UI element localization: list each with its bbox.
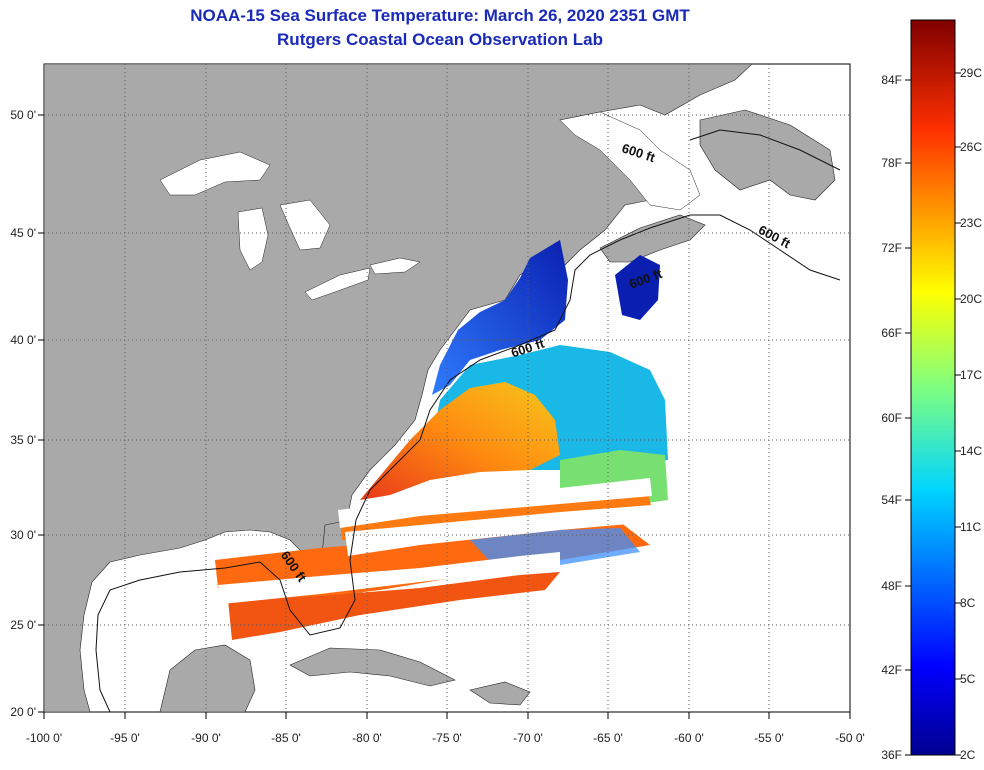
lon-label: -95 0'	[110, 731, 140, 745]
lake-ontario	[369, 257, 421, 275]
lat-label: 45 0'	[10, 226, 36, 240]
colorbar-c-label: 5C	[960, 672, 976, 686]
lat-label: 30 0'	[10, 528, 36, 542]
lon-label: -70 0'	[513, 731, 543, 745]
nodata-stripe-2	[345, 505, 652, 556]
map-subtitle: Rutgers Coastal Ocean Observation Lab	[277, 30, 603, 49]
colorbar-celsius-labels: 29C 26C 23C 20C 17C 14C 11C 8C 5C 2C	[955, 66, 982, 762]
colorbar-f-label: 60F	[881, 411, 902, 425]
colorbar-f-label: 48F	[881, 579, 902, 593]
sst-gulf-stream	[360, 382, 560, 500]
map-title: NOAA-15 Sea Surface Temperature: March 2…	[190, 6, 690, 25]
lat-label: 40 0'	[10, 333, 36, 347]
sst-swath-bottom	[228, 572, 560, 640]
lon-label: -50 0'	[835, 731, 865, 745]
lon-label: -80 0'	[352, 731, 382, 745]
lat-label: 50 0'	[10, 108, 36, 122]
lake-huron	[279, 199, 331, 251]
land-nova-scotia	[599, 214, 706, 263]
colorbar-f-label: 42F	[881, 663, 902, 677]
lat-label: 35 0'	[10, 433, 36, 447]
colorbar-c-label: 23C	[960, 216, 982, 230]
lon-label: -60 0'	[674, 731, 704, 745]
colorbar	[910, 19, 956, 756]
colorbar-f-label: 54F	[881, 493, 902, 507]
nodata-stripe-1	[338, 478, 652, 528]
graticule	[44, 64, 850, 712]
colorbar-c-label: 26C	[960, 140, 982, 154]
colorbar-c-label: 8C	[960, 596, 976, 610]
isobath-atlantic	[349, 214, 841, 601]
lat-label: 20 0'	[10, 705, 36, 719]
land-newfoundland	[699, 109, 836, 201]
lon-label: -100 0'	[26, 731, 62, 745]
lon-label: -75 0'	[432, 731, 462, 745]
colorbar-f-label: 66F	[881, 326, 902, 340]
lon-label: -65 0'	[593, 731, 623, 745]
sst-cold-scotian	[615, 255, 660, 320]
sst-cold-shelf	[432, 240, 568, 395]
nodata-stripe-3	[218, 552, 560, 604]
colorbar-c-label: 29C	[960, 66, 982, 80]
colorbar-f-label: 78F	[881, 156, 902, 170]
lake-erie	[304, 267, 371, 301]
lake-superior	[159, 151, 271, 196]
colorbar-f-label: 72F	[881, 241, 902, 255]
colorbar-c-label: 2C	[960, 748, 976, 762]
colorbar-c-label: 20C	[960, 292, 982, 306]
colorbar-f-label: 36F	[881, 748, 902, 762]
colorbar-f-label: 84F	[881, 73, 902, 87]
lon-label: -85 0'	[271, 731, 301, 745]
lake-michigan	[237, 207, 269, 271]
isobath-gulf	[95, 561, 356, 712]
land-yucatan	[159, 644, 256, 712]
longitude-axis: -100 0' -95 0' -90 0' -85 0' -80 0' -75 0' -70…	[26, 712, 865, 745]
colorbar-c-label: 17C	[960, 368, 982, 382]
lon-label: -55 0'	[754, 731, 784, 745]
colorbar-c-label: 11C	[960, 520, 981, 534]
gulf-st-lawrence	[559, 111, 701, 211]
lat-label: 25 0'	[10, 618, 36, 632]
colorbar-c-label: 14C	[960, 444, 982, 458]
land-cuba	[289, 647, 456, 687]
colorbar-fahrenheit-labels: 84F 78F 72F 66F 60F 54F 48F 42F 36F	[881, 73, 911, 762]
isobath-newfoundland	[689, 129, 841, 171]
lon-label: -90 0'	[191, 731, 221, 745]
land-hispaniola	[469, 681, 531, 706]
latitude-axis: 50 0' 45 0' 40 0' 35 0' 30 0' 25 0' 20 0'	[10, 108, 44, 719]
